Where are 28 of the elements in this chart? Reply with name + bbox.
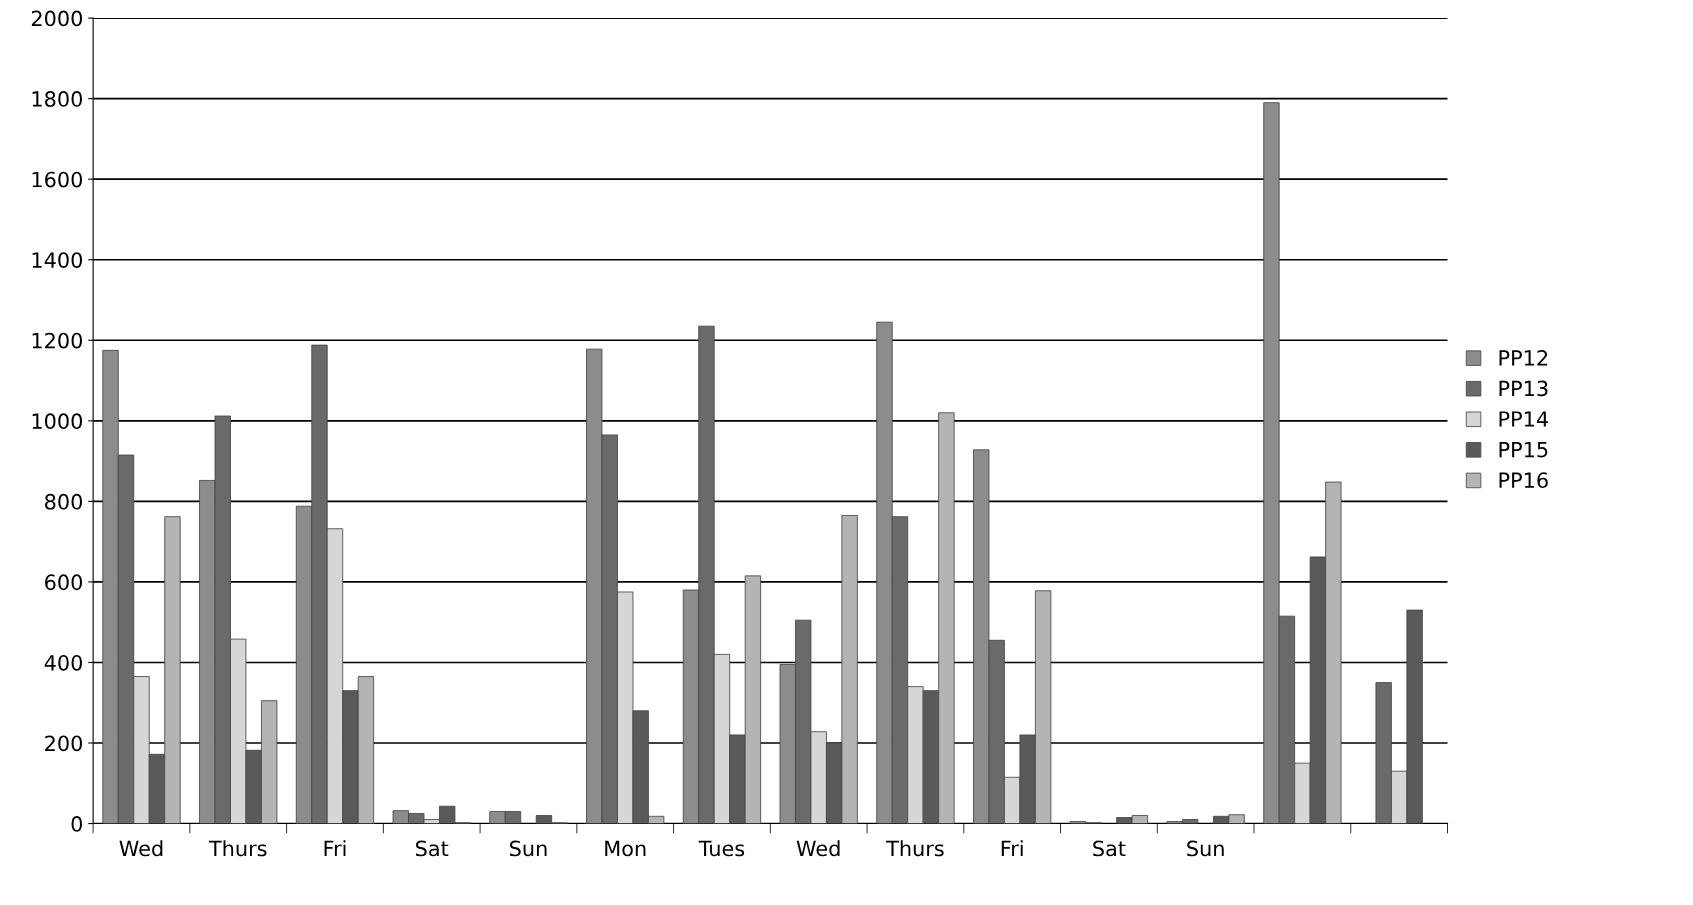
y-tick-label: 400 (44, 654, 83, 671)
y-tick-label: 600 (45, 574, 83, 591)
x-tick-label: Tues (698, 840, 745, 857)
y-tick-label: 1600 (32, 171, 83, 188)
x-tick-label: Wed (119, 840, 163, 857)
y-tick-label: 2000 (31, 10, 83, 27)
legend-label: PP15 (1499, 441, 1548, 458)
y-tick-label: 200 (45, 735, 83, 752)
legend-label: PP14 (1499, 411, 1548, 427)
x-tick-label: Fri (324, 840, 346, 857)
legend-label: PP13 (1499, 380, 1548, 397)
y-tick-label: 0 (71, 816, 83, 832)
x-tick-label: Sun (510, 840, 547, 857)
x-tick-label: Wed (796, 840, 840, 857)
x-tick-label: Sat (416, 840, 449, 857)
legend-label: PP16 (1499, 472, 1548, 489)
x-tick-label: Sun (1187, 840, 1224, 857)
x-tick-label: Mon (605, 840, 646, 857)
x-tick-label: Sat (1093, 840, 1126, 857)
x-tick-label: Thurs (886, 840, 944, 857)
y-tick-label: 1000 (32, 413, 83, 430)
x-tick-label: Thurs (208, 840, 267, 857)
y-tick-label: 800 (45, 493, 83, 510)
x-tick-label: Fri (1001, 840, 1023, 857)
y-tick-label: 1800 (32, 91, 83, 107)
y-tick-label: 1200 (32, 332, 83, 349)
y-tick-label: 1400 (32, 252, 83, 268)
legend-label: PP12 (1499, 349, 1548, 366)
